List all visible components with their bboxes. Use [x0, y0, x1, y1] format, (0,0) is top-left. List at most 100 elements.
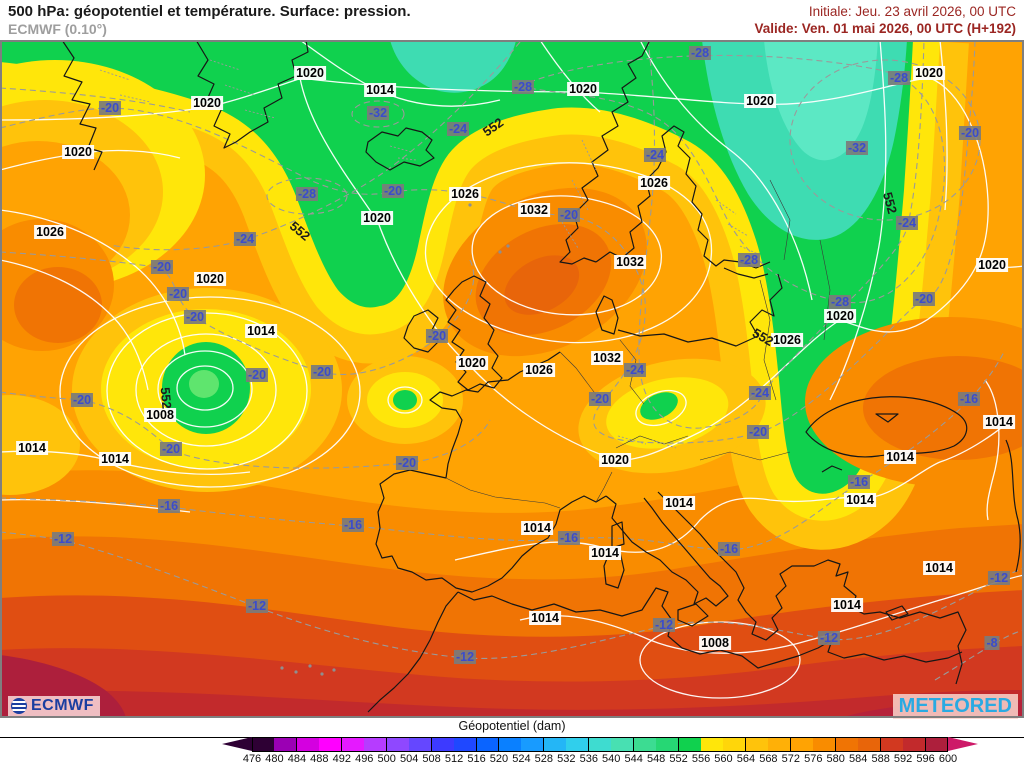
- colorbar-tick: 528: [534, 753, 554, 765]
- colorbar-tick: 548: [646, 753, 666, 765]
- geopotential-label: 552: [157, 386, 175, 410]
- temperature-label: -20: [958, 126, 982, 140]
- valid-time: Valide: Ven. 01 mai 2026, 00 UTC (H+192): [754, 21, 1016, 36]
- colorbar-cell: [633, 737, 657, 752]
- colorbar-cell: [386, 737, 410, 752]
- colorbar-tick: 500: [377, 753, 396, 765]
- colorbar-tick: 484: [287, 753, 307, 765]
- temperature-label: -28: [887, 71, 911, 85]
- colorbar-cell: [858, 737, 882, 752]
- temperature-label: -20: [557, 208, 581, 222]
- temperature-label: -16: [957, 392, 981, 406]
- colorbar-left-arrow: [222, 737, 252, 751]
- colorbar-cell: [341, 737, 365, 752]
- pressure-label: 1014: [923, 561, 955, 575]
- pressure-label: 1014: [529, 611, 561, 625]
- colorbar-strip: Géopotentiel (dam) 476 480 484 488 492 496 500…: [0, 718, 1024, 765]
- ecmwf-globe-icon: [11, 698, 27, 714]
- pressure-label: 1026: [771, 333, 803, 347]
- pressure-label: 1020: [456, 356, 488, 370]
- colorbar-tick: 580: [826, 753, 845, 765]
- pressure-label: 1020: [194, 272, 226, 286]
- pressure-label: 1020: [361, 211, 393, 225]
- temperature-label: -28: [828, 295, 852, 309]
- colorbar-cell: [431, 737, 455, 752]
- pressure-label: 1008: [144, 408, 176, 422]
- temperature-label: -20: [746, 425, 770, 439]
- temperature-label: -20: [912, 292, 936, 306]
- ecmwf-logo: ECMWF: [8, 696, 100, 716]
- temperature-label: -16: [341, 518, 365, 532]
- temperature-label: -20: [166, 287, 190, 301]
- colorbar-tick: 560: [714, 753, 733, 765]
- terrain-speckles: [99, 59, 759, 449]
- temperature-label: -24: [748, 386, 772, 400]
- colorbar-tick: 584: [849, 753, 868, 765]
- temperature-label: -16: [717, 542, 741, 556]
- ecmwf-logo-text: ECMWF: [31, 697, 94, 714]
- pressure-label: 1020: [976, 258, 1008, 272]
- pressure-label: 1020: [913, 66, 945, 80]
- colorbar-cell: [903, 737, 927, 752]
- colorbar-tick: 592: [893, 753, 913, 765]
- pressure-label: 1020: [599, 453, 631, 467]
- colorbar-tick: 516: [467, 753, 486, 765]
- temperature-label: -20: [159, 442, 183, 456]
- colorbar-cell: [745, 737, 769, 752]
- pressure-label: 1020: [567, 82, 599, 96]
- pressure-label: 1014: [364, 83, 396, 97]
- temperature-label: -20: [310, 365, 334, 379]
- map-canvas: [0, 40, 1024, 718]
- colorbar-cell: [543, 737, 567, 752]
- temperature-label: -24: [446, 122, 470, 136]
- model-subtitle: ECMWF (0.10°): [8, 21, 107, 37]
- temperature-label: -20: [395, 456, 419, 470]
- colorbar-cell: [790, 737, 814, 752]
- colorbar-tick: 600: [938, 753, 958, 765]
- colorbar-tick: 536: [579, 753, 598, 765]
- temperature-label: -20: [425, 329, 449, 343]
- pressure-label: 1026: [523, 363, 555, 377]
- pressure-label: 1014: [983, 415, 1015, 429]
- colorbar-cell: [521, 737, 545, 752]
- pressure-label: 1032: [518, 203, 550, 217]
- pressure-label: 1032: [591, 351, 623, 365]
- pressure-label: 1014: [831, 598, 863, 612]
- colorbar-tick: 552: [669, 753, 688, 765]
- geopotential-label: 552: [286, 218, 314, 244]
- temperature-label: -20: [381, 184, 405, 198]
- colorbar-tick: 496: [355, 753, 374, 765]
- temperature-label: -20: [245, 368, 269, 382]
- pressure-label: 1014: [844, 493, 876, 507]
- temperature-label: -28: [295, 187, 319, 201]
- colorbar-cell: [678, 737, 702, 752]
- pressure-label: 1014: [589, 546, 621, 560]
- geopotential-label: 552: [479, 114, 507, 140]
- pressure-label: 1020: [824, 309, 856, 323]
- pressure-label: 1026: [449, 187, 481, 201]
- meteored-logo: METEORED: [892, 694, 1018, 719]
- small-islands: [280, 203, 510, 676]
- pressure-label: 1014: [663, 496, 695, 510]
- colorbar-title: Géopotentiel (dam): [458, 719, 566, 733]
- colorbar-cell: [409, 737, 433, 752]
- colorbar-cell: [296, 737, 320, 752]
- temperature-label: -24: [895, 216, 919, 230]
- colorbar-tick: 508: [422, 753, 441, 765]
- colorbar-tick: 476: [242, 753, 262, 765]
- pressure-label: 1014: [521, 521, 553, 535]
- colorbar-tick: 572: [781, 753, 801, 765]
- colorbar-cell: [880, 737, 904, 752]
- pressure-label: 1020: [744, 94, 776, 108]
- field-east-high: [805, 317, 1024, 487]
- pressure-label: 1014: [884, 450, 916, 464]
- colorbar-tick: 488: [310, 753, 329, 765]
- temperature-label: -12: [652, 618, 676, 632]
- header: 500 hPa: géopotentiel et température. Su…: [0, 0, 1024, 40]
- colorbar-cell: [454, 737, 477, 752]
- temperature-label: -24: [233, 232, 257, 246]
- temperature-label: -32: [845, 141, 869, 155]
- colorbar-cell: [611, 737, 635, 752]
- temperature-label: -24: [623, 363, 647, 377]
- colorbar-cell: [319, 737, 343, 752]
